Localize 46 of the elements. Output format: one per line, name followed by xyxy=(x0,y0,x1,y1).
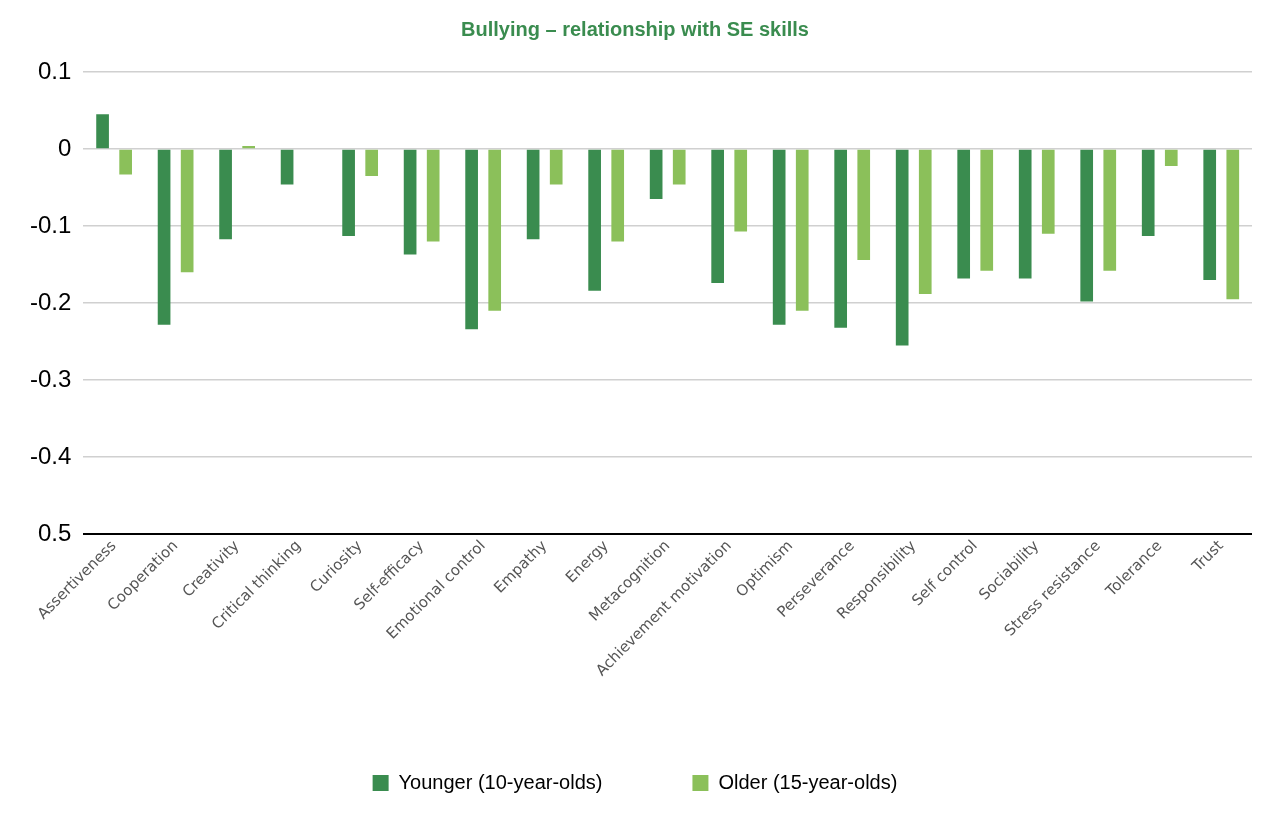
bar xyxy=(611,149,625,242)
y-tick-label: -0.4 xyxy=(30,441,72,469)
bar xyxy=(980,149,994,271)
bar xyxy=(280,149,294,185)
bar xyxy=(219,149,232,240)
bar xyxy=(834,149,848,328)
legend-label: Older (15-year-olds) xyxy=(718,770,898,793)
bar xyxy=(96,114,109,149)
bar xyxy=(1226,149,1240,300)
bar xyxy=(795,149,809,311)
bar xyxy=(157,149,171,325)
bar xyxy=(119,149,132,175)
bar xyxy=(549,149,563,185)
bar xyxy=(1041,149,1055,234)
bar xyxy=(649,149,663,200)
chart-title: Bullying – relationship with SE skills xyxy=(461,17,809,40)
bar xyxy=(365,149,379,177)
bar xyxy=(1203,149,1217,281)
bar xyxy=(734,149,748,232)
legend-label: Younger (10-year-olds) xyxy=(398,770,603,793)
y-tick-label: -0.2 xyxy=(30,287,72,315)
y-tick-label: -0.1 xyxy=(30,210,72,238)
bar xyxy=(672,149,686,185)
bar xyxy=(588,149,601,291)
bar xyxy=(488,149,502,311)
y-tick-label: 0.5 xyxy=(37,518,72,546)
bar xyxy=(465,149,478,330)
bar xyxy=(1018,149,1032,279)
bar xyxy=(342,149,355,237)
y-tick-label: -0.3 xyxy=(30,364,72,392)
bar xyxy=(426,149,440,242)
bar xyxy=(857,149,871,260)
bar xyxy=(918,149,932,294)
bar xyxy=(1080,149,1094,302)
bar xyxy=(403,149,417,255)
bar xyxy=(772,149,786,325)
bar xyxy=(711,149,724,284)
bar xyxy=(180,149,194,273)
bar xyxy=(1141,149,1155,237)
bar xyxy=(957,149,971,279)
bar xyxy=(1103,149,1117,271)
bar xyxy=(895,149,909,346)
y-tick-label: 0.1 xyxy=(37,56,72,84)
bar xyxy=(1164,149,1178,166)
y-tick-label: 0 xyxy=(58,133,72,161)
bar xyxy=(526,149,540,240)
